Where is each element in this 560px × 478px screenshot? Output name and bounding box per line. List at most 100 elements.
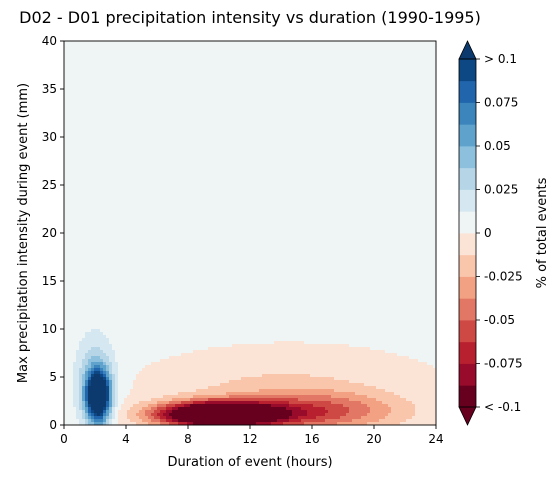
heatmap-cell [70, 80, 74, 84]
heatmap-cell [328, 95, 332, 99]
heatmap-cell [298, 98, 302, 102]
heatmap-cell [421, 131, 425, 135]
heatmap-cell [412, 71, 416, 75]
heatmap-cell [388, 83, 392, 87]
heatmap-cell [91, 65, 95, 69]
heatmap-cell [94, 155, 98, 159]
heatmap-cell [226, 101, 230, 105]
heatmap-cell [112, 68, 116, 72]
heatmap-cell [211, 86, 215, 90]
heatmap-cell [166, 122, 170, 126]
heatmap-cell [367, 119, 371, 123]
heatmap-cell [358, 56, 362, 60]
heatmap-cell [274, 128, 278, 132]
heatmap-cell [94, 152, 98, 156]
heatmap-cell [217, 47, 221, 51]
heatmap-cell [283, 83, 287, 87]
heatmap-cell [334, 59, 338, 63]
heatmap-cell [184, 125, 188, 129]
heatmap-cell [250, 50, 254, 54]
heatmap-cell [373, 137, 377, 141]
heatmap-cell [364, 140, 368, 144]
heatmap-cell [304, 86, 308, 90]
heatmap-cell [127, 110, 131, 114]
heatmap-cell [148, 62, 152, 66]
heatmap-cell [259, 53, 263, 57]
heatmap-cell [181, 146, 185, 150]
heatmap-cell [283, 143, 287, 147]
heatmap-cell [355, 149, 359, 153]
heatmap-cell [334, 77, 338, 81]
heatmap-cell [70, 77, 74, 81]
heatmap-cell [244, 56, 248, 60]
heatmap-cell [349, 101, 353, 105]
heatmap-cell [247, 149, 251, 153]
heatmap-cell [118, 59, 122, 63]
heatmap-cell [154, 68, 158, 72]
heatmap-cell [136, 113, 140, 117]
heatmap-cell [106, 140, 110, 144]
heatmap-cell [343, 140, 347, 144]
heatmap-cell [286, 41, 290, 45]
heatmap-cell [271, 92, 275, 96]
heatmap-cell [193, 47, 197, 51]
heatmap-cell [136, 143, 140, 147]
heatmap-cell [388, 152, 392, 156]
heatmap-cell [196, 77, 200, 81]
heatmap-cell [355, 146, 359, 150]
heatmap-cell [229, 143, 233, 147]
heatmap-cell [403, 71, 407, 75]
heatmap-cell [382, 104, 386, 108]
heatmap-cell [220, 113, 224, 117]
heatmap-cell [253, 158, 257, 162]
heatmap-cell [64, 44, 68, 48]
heatmap-cell [358, 59, 362, 63]
heatmap-cell [214, 86, 218, 90]
heatmap-cell [70, 143, 74, 147]
heatmap-cell [91, 149, 95, 153]
heatmap-cell [97, 56, 101, 60]
heatmap-cell [403, 131, 407, 135]
heatmap-cell [64, 68, 68, 72]
heatmap-cell [127, 122, 131, 126]
heatmap-cell [364, 50, 368, 54]
heatmap-cell [325, 77, 329, 81]
heatmap-cell [103, 152, 107, 156]
heatmap-cell [136, 128, 140, 132]
heatmap-cell [136, 116, 140, 120]
heatmap-cell [415, 158, 419, 162]
heatmap-cell [187, 65, 191, 69]
heatmap-cell [202, 101, 206, 105]
heatmap-cell [259, 89, 263, 93]
heatmap-cell [277, 152, 281, 156]
heatmap-cell [178, 86, 182, 90]
heatmap-cell [391, 80, 395, 84]
heatmap-cell [139, 59, 143, 63]
heatmap-cell [79, 107, 83, 111]
heatmap-cell [328, 101, 332, 105]
heatmap-cell [232, 83, 236, 87]
heatmap-cell [337, 98, 341, 102]
heatmap-cell [196, 152, 200, 156]
heatmap-cell [256, 116, 260, 120]
heatmap-cell [301, 119, 305, 123]
heatmap-cell [139, 104, 143, 108]
heatmap-cell [139, 122, 143, 126]
heatmap-cell [142, 98, 146, 102]
heatmap-cell [343, 155, 347, 159]
heatmap-cell [166, 65, 170, 69]
heatmap-cell [346, 101, 350, 105]
heatmap-cell [109, 161, 113, 165]
heatmap-cell [385, 107, 389, 111]
heatmap-cell [409, 86, 413, 90]
heatmap-cell [253, 74, 257, 78]
heatmap-cell [313, 137, 317, 141]
heatmap-cell [259, 68, 263, 72]
heatmap-cell [319, 44, 323, 48]
heatmap-cell [124, 119, 128, 123]
heatmap-cell [223, 65, 227, 69]
heatmap-cell [205, 59, 209, 63]
heatmap-cell [154, 104, 158, 108]
heatmap-cell [238, 155, 242, 159]
heatmap-cell [397, 110, 401, 114]
